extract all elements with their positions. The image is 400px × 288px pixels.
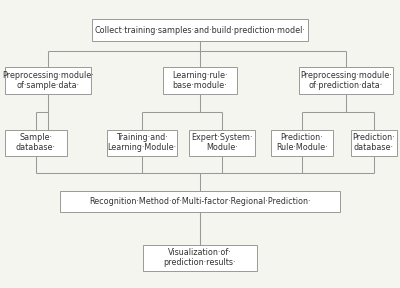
FancyBboxPatch shape — [163, 67, 237, 94]
FancyBboxPatch shape — [5, 67, 91, 94]
FancyBboxPatch shape — [189, 130, 255, 156]
Text: Recognition·Method·of·Multi-factor·Regional·Prediction·: Recognition·Method·of·Multi-factor·Regio… — [89, 197, 311, 206]
FancyBboxPatch shape — [60, 191, 340, 213]
Text: Prediction·
Rule·Module·: Prediction· Rule·Module· — [276, 133, 328, 152]
FancyBboxPatch shape — [351, 130, 397, 156]
Text: Collect·training·samples·and·build·prediction·model·: Collect·training·samples·and·build·predi… — [94, 26, 306, 35]
Text: Prediction·
database·: Prediction· database· — [353, 133, 395, 152]
FancyBboxPatch shape — [107, 130, 177, 156]
FancyBboxPatch shape — [299, 67, 393, 94]
Text: Learning·rule·
base·module·: Learning·rule· base·module· — [172, 71, 228, 90]
Text: Visualization·of·
prediction·results·: Visualization·of· prediction·results· — [164, 248, 236, 268]
Text: Preprocessing·module·
of·sample·data·: Preprocessing·module· of·sample·data· — [2, 71, 94, 90]
FancyBboxPatch shape — [271, 130, 333, 156]
Text: Preprocessing·module·
of·prediction·data·: Preprocessing·module· of·prediction·data… — [300, 71, 392, 90]
FancyBboxPatch shape — [143, 245, 257, 271]
Text: Training·and·
Learning·Module·: Training·and· Learning·Module· — [108, 133, 176, 152]
Text: Expert·System·
Module·: Expert·System· Module· — [191, 133, 253, 152]
FancyBboxPatch shape — [5, 130, 67, 156]
Text: Sample·
database·: Sample· database· — [16, 133, 56, 152]
FancyBboxPatch shape — [92, 20, 308, 41]
